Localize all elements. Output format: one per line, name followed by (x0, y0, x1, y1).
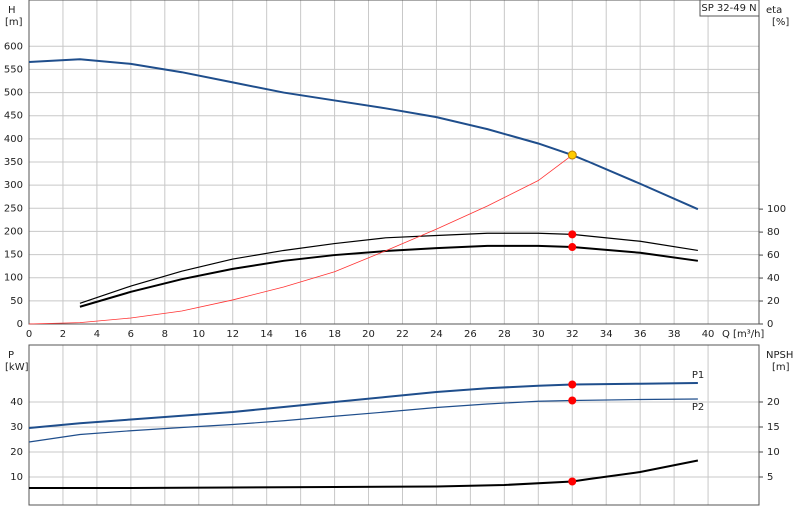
point (567, 150, 577, 160)
x-tick-label: 38 (668, 329, 681, 340)
x-tick-label: 36 (634, 329, 647, 340)
x-tick-label: 0 (26, 329, 32, 340)
x-tick-label: 10 (192, 329, 205, 340)
y2-axis-unit: [m] (772, 362, 790, 373)
y-tick-label: 200 (4, 226, 23, 237)
y-tick-label: 30 (10, 422, 23, 433)
curve (29, 459, 699, 489)
y2-tick-label: 40 (767, 273, 780, 284)
y-tick-label: 500 (4, 88, 23, 99)
y2-tick-label: 20 (767, 397, 780, 408)
y-tick-label: 550 (4, 64, 23, 75)
point (568, 230, 577, 239)
y2-axis-label: NPSH (766, 350, 793, 361)
x-tick-label: 26 (464, 329, 477, 340)
x-tick-label: 20 (362, 329, 375, 340)
point (568, 396, 577, 405)
y-tick-label: 450 (4, 111, 23, 122)
x-tick-label: 6 (128, 329, 134, 340)
y-tick-label: 40 (10, 397, 23, 408)
y2-tick-label: 15 (767, 422, 780, 433)
x-tick-label: 32 (566, 329, 579, 340)
y-axis-label: P (8, 350, 14, 361)
x-tick-label: 30 (532, 329, 545, 340)
y2-tick-label: 100 (767, 204, 786, 215)
point (568, 380, 577, 389)
y-axis-unit: [kW] (5, 362, 29, 373)
x-tick-label: 2 (60, 329, 66, 340)
plot-frame (28, 344, 760, 506)
y-axis-unit: [m] (5, 17, 23, 28)
x-tick-label: 22 (396, 329, 409, 340)
y-tick-label: 250 (4, 203, 23, 214)
annotation-box (699, 0, 760, 17)
plot-frame (28, 0, 760, 325)
point (568, 477, 577, 486)
y-tick-label: 10 (10, 472, 23, 483)
point (568, 243, 577, 252)
y2-tick-label: 20 (767, 296, 780, 307)
y2-tick-label: 5 (767, 472, 773, 483)
curve (28, 154, 573, 325)
x-tick-label: 40 (702, 329, 715, 340)
y-tick-label: 50 (10, 296, 23, 307)
curve (79, 232, 698, 304)
y-tick-label: 350 (4, 157, 23, 168)
x-tick-label: 4 (94, 329, 100, 340)
series-label: P1 (692, 370, 704, 381)
x-tick-label: 18 (328, 329, 341, 340)
x-tick-label: 12 (226, 329, 239, 340)
annotation: SP 32-49 N (701, 3, 756, 14)
x-tick-label: 14 (260, 329, 273, 340)
y2-tick-label: 80 (767, 227, 780, 238)
y2-tick-label: 0 (767, 319, 773, 330)
curve (28, 382, 698, 429)
y-tick-label: 150 (4, 250, 23, 261)
x-tick-label: 8 (162, 329, 168, 340)
y-tick-label: 400 (4, 134, 23, 145)
y-tick-label: 100 (4, 273, 23, 284)
y2-axis-unit: [%] (772, 17, 789, 28)
y-tick-label: 600 (4, 41, 23, 52)
x-tick-label: 16 (294, 329, 307, 340)
y-tick-label: 20 (10, 447, 23, 458)
series-label: P2 (692, 402, 704, 413)
x-tick-label: 28 (498, 329, 511, 340)
x-axis-label: Q [m³/h] (722, 329, 764, 340)
y-tick-label: 0 (17, 319, 23, 330)
y2-tick-label: 10 (767, 447, 780, 458)
x-tick-label: 34 (600, 329, 613, 340)
x-tick-label: 24 (430, 329, 443, 340)
y2-axis-label: eta (766, 5, 782, 16)
curve (28, 398, 698, 443)
y2-tick-label: 60 (767, 250, 780, 261)
curve (28, 58, 699, 211)
y-tick-label: 300 (4, 180, 23, 191)
y-axis-label: H (8, 5, 16, 16)
